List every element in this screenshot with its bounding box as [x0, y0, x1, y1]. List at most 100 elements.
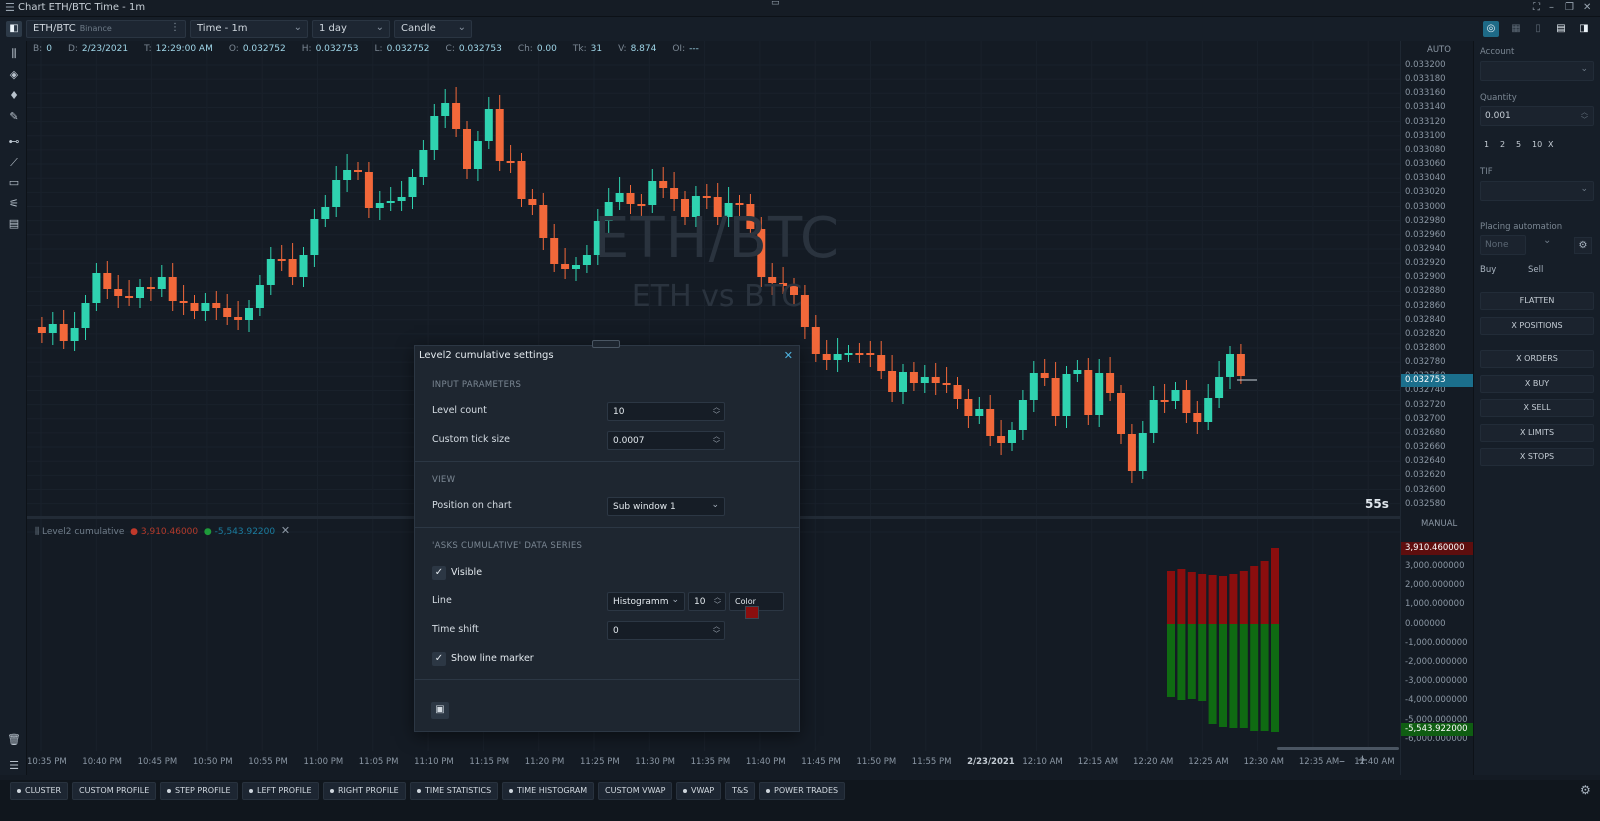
menu-icon[interactable]: ☰	[5, 1, 15, 14]
manual-scale-label[interactable]: MANUAL	[1421, 519, 1458, 529]
visible-checkbox[interactable]: ✓	[432, 566, 446, 580]
tick-size-input[interactable]: 0.0007 ︿ ﹀	[607, 431, 725, 450]
panel-button-x-sell[interactable]: X SELL	[1480, 399, 1594, 417]
quick-qty-button[interactable]: 10	[1532, 140, 1543, 149]
color-picker[interactable]: Color	[729, 592, 784, 619]
panel-button-x-buy[interactable]: X BUY	[1480, 375, 1594, 393]
bottom-tab[interactable]: STEP PROFILE	[160, 782, 238, 800]
candle-body	[1018, 400, 1027, 430]
quick-qty-button[interactable]: 2	[1500, 140, 1506, 149]
candle-body	[234, 317, 243, 320]
remove-indicator-icon[interactable]: ✕	[280, 524, 291, 537]
bottom-tab-label: CUSTOM VWAP	[605, 786, 666, 795]
line-marker-checkbox[interactable]: ✓	[432, 652, 446, 666]
search-icon[interactable]: ◎	[1483, 21, 1499, 37]
rectangle-icon[interactable]: ▭	[8, 176, 20, 189]
chart-style-dropdown[interactable]: Candle ⌄	[394, 20, 472, 38]
horizontal-line-icon[interactable]: ⊷	[8, 135, 20, 148]
candle-body	[888, 371, 897, 392]
bottom-tab[interactable]: POWER TRADES	[759, 782, 846, 800]
stepper-icon[interactable]: ︿ ﹀	[714, 593, 721, 609]
bottom-tab[interactable]: T&S	[725, 782, 756, 800]
position-select[interactable]: Sub window 1 ⌄	[607, 497, 725, 516]
candle-body	[572, 265, 580, 269]
list-icon[interactable]: ☰	[9, 759, 19, 772]
sub-price-tick: 0.000000	[1405, 618, 1446, 629]
book-icon[interactable]: ▤	[1556, 23, 1566, 34]
time-shift-input[interactable]: 0 ︿ ﹀	[607, 621, 725, 640]
panel-button-flatten[interactable]: FLATTEN	[1480, 292, 1594, 310]
bids-histogram-bar	[1167, 624, 1175, 697]
info-key: C:	[445, 44, 455, 54]
layers-icon[interactable]: ◈	[9, 68, 19, 81]
quantity-input[interactable]: 0.001 ︿ ﹀	[1480, 106, 1594, 126]
symbol-selector[interactable]: ETH/BTC Binance ⋮	[26, 20, 186, 38]
bottom-tab[interactable]: RIGHT PROFILE	[323, 782, 406, 800]
bottom-tab[interactable]: TIME HISTOGRAM	[502, 782, 595, 800]
restore-icon[interactable]: ❐	[1565, 2, 1574, 13]
panel-toggle-icon[interactable]: ◧	[6, 21, 22, 37]
bottom-tab[interactable]: CLUSTER	[10, 782, 69, 800]
panel-button-x-stops[interactable]: X STOPS	[1480, 448, 1594, 466]
quick-qty-button[interactable]: 5	[1516, 140, 1522, 149]
line-type-select[interactable]: Histogramm ⌄	[607, 592, 685, 611]
close-window-icon[interactable]: ✕	[1583, 2, 1592, 13]
bottom-tab[interactable]: CUSTOM PROFILE	[72, 782, 157, 800]
dialog-grip[interactable]	[592, 340, 620, 348]
horizontal-scrollbar[interactable]	[1277, 747, 1399, 750]
more-icon[interactable]: ⋮	[170, 22, 180, 33]
candle-body	[397, 197, 406, 201]
sidebar-icon[interactable]: ◨	[1579, 23, 1589, 34]
alert-bell-icon[interactable]: ♦	[9, 89, 19, 102]
expand-icon[interactable]: ⛶	[1533, 2, 1540, 13]
panel-button-x-positions[interactable]: X POSITIONS	[1480, 317, 1594, 335]
save-template-icon[interactable]: ▣	[431, 702, 449, 719]
asks-histogram-bar	[1260, 561, 1269, 624]
ruler-icon[interactable]: ▤	[8, 217, 20, 230]
gear-icon[interactable]: ⚙	[1574, 237, 1592, 254]
bottom-tab[interactable]: TIME STATISTICS	[410, 782, 499, 800]
account-select[interactable]: ⌄	[1480, 61, 1594, 81]
panel-button-x-orders[interactable]: X ORDERS	[1480, 350, 1594, 368]
autoscale-label[interactable]: AUTO	[1427, 45, 1451, 55]
zoom-in-icon[interactable]: +	[1357, 753, 1368, 768]
automation-select[interactable]: None	[1480, 235, 1526, 255]
trash-icon[interactable]: ▯	[1535, 23, 1541, 34]
stepper-icon[interactable]: ︿ ﹀	[713, 432, 720, 448]
aggregation-dropdown[interactable]: Time - 1m ⌄	[190, 20, 308, 38]
line-width-input[interactable]: 10 ︿ ﹀	[688, 592, 726, 611]
drag-grip-icon[interactable]: ▭	[771, 0, 780, 8]
stepper-icon[interactable]: ︿ ﹀	[1581, 108, 1588, 124]
time-axis[interactable]: 10:35 PM 10:40 PM 10:45 PM 10:50 PM 10:55 PM…	[27, 747, 1400, 775]
candle-body	[1236, 354, 1245, 376]
bottom-tab[interactable]: LEFT PROFILE	[242, 782, 319, 800]
grid-icon[interactable]: ▦	[1511, 23, 1521, 34]
settings-gear-icon[interactable]: ⚙	[1580, 783, 1591, 797]
trend-line-icon[interactable]: ⟋	[10, 156, 18, 169]
candlestick-chart[interactable]	[27, 41, 1400, 775]
quick-qty-button[interactable]: 1	[1484, 140, 1490, 149]
indicators-icon[interactable]: ⫼	[11, 47, 17, 60]
bottom-tab[interactable]: CUSTOM VWAP	[598, 782, 673, 800]
fibonacci-icon[interactable]: ⚟	[9, 197, 19, 210]
chevron-down-icon: ⌄	[711, 500, 719, 510]
tif-select[interactable]: ⌄	[1480, 181, 1594, 201]
level-count-input[interactable]: 10 ︿ ﹀	[607, 402, 725, 421]
range-dropdown[interactable]: 1 day ⌄	[312, 20, 390, 38]
minimize-icon[interactable]: –	[1549, 2, 1554, 13]
color-swatch[interactable]	[745, 606, 759, 619]
stepper-icon[interactable]: ︿ ﹀	[713, 622, 720, 638]
delete-drawings-icon[interactable]: 🗑	[7, 733, 21, 746]
range-value: 1 day	[319, 23, 347, 34]
price-scale[interactable]: AUTO 0.033200 0.033180 0.033160 0.033140 0.0…	[1400, 41, 1473, 775]
info-key: O:	[228, 44, 239, 54]
zoom-out-icon[interactable]: –	[1339, 754, 1345, 768]
close-icon[interactable]: ✕	[783, 349, 793, 362]
chart-area[interactable]: B: 0 D: 2/23/2021 T: 12:29:00 AM O: 0.032752 H: 0…	[27, 41, 1473, 775]
quick-qty-button[interactable]: X	[1548, 140, 1554, 149]
stepper-icon[interactable]: ︿ ﹀	[713, 403, 720, 419]
panel-button-x-limits[interactable]: X LIMITS	[1480, 424, 1594, 442]
bottom-tab[interactable]: VWAP	[676, 782, 722, 800]
subwindow-legend: ⫼ Level2 cumulative ● 3,910.46000 ● -5,5…	[35, 524, 290, 537]
magic-wand-icon[interactable]: ✎	[9, 110, 19, 123]
